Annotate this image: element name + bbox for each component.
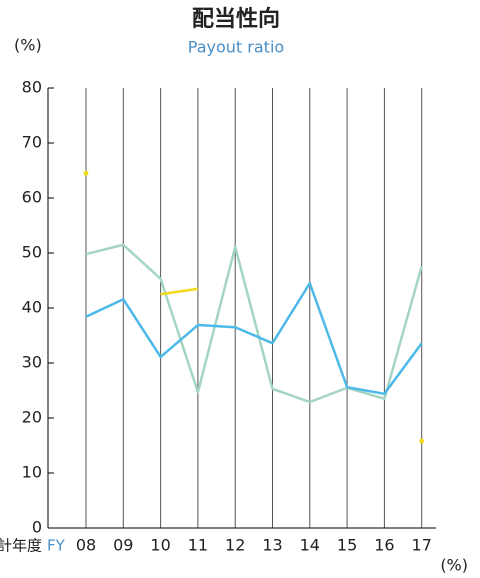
- chart-title: 配当性向: [192, 6, 280, 32]
- y-tick-label: 30: [22, 353, 42, 372]
- x-tick-label: 09: [113, 536, 133, 555]
- x-unit: (%): [440, 556, 468, 575]
- x-label-en: FY: [47, 537, 66, 555]
- y-tick-label: 40: [22, 298, 42, 317]
- y-tick-label: 50: [22, 243, 42, 262]
- point: [83, 170, 89, 176]
- y-tick-label: 60: [22, 188, 42, 207]
- y-tick-label: 10: [22, 463, 42, 482]
- x-tick-label: 14: [300, 536, 320, 555]
- chart-subtitle: Payout ratio: [188, 38, 284, 57]
- x-tick-label: 16: [374, 536, 394, 555]
- y-tick-label: 70: [22, 133, 42, 152]
- y-tick-label: 20: [22, 408, 42, 427]
- x-tick-label: 10: [150, 536, 170, 555]
- x-tick-label: 15: [337, 536, 357, 555]
- point: [419, 438, 425, 444]
- y-tick-label: 80: [22, 78, 42, 97]
- x-label: 会計年度: [0, 537, 42, 555]
- x-tick-label: 11: [188, 536, 208, 555]
- line: [85, 282, 423, 396]
- y-tick-label: 0: [32, 518, 42, 537]
- x-tick-label: 17: [412, 536, 432, 555]
- x-tick-label: 08: [76, 536, 96, 555]
- x-tick-label: 12: [225, 536, 245, 555]
- line: [85, 243, 423, 404]
- y-unit: (%): [14, 36, 42, 55]
- x-tick-label: 13: [262, 536, 282, 555]
